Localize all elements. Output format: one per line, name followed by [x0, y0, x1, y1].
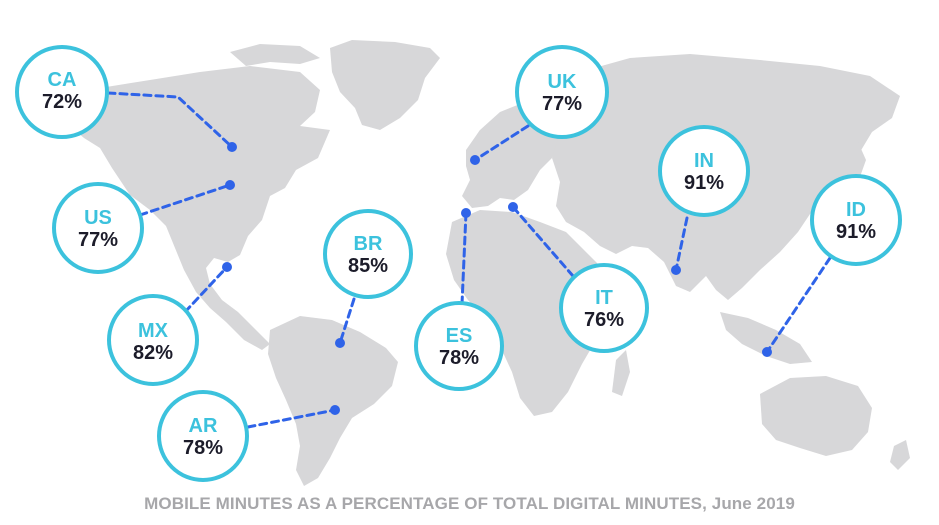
leader-mx	[183, 265, 229, 314]
bubble-es: ES 78%	[414, 301, 504, 391]
dot-es	[461, 208, 471, 218]
bubble-value: 91%	[836, 221, 876, 243]
leader-it	[511, 205, 575, 278]
north-america	[60, 66, 330, 350]
bubble-ca: CA 72%	[15, 45, 109, 139]
bubble-uk: UK 77%	[515, 45, 609, 139]
southeast-asia-islands	[720, 312, 812, 364]
bubble-code: US	[84, 207, 112, 229]
bubble-code: CA	[48, 69, 77, 91]
bubble-id: ID 91%	[810, 174, 902, 266]
south-america	[268, 316, 398, 486]
bubble-code: BR	[354, 233, 383, 255]
bubble-code: MX	[138, 320, 169, 342]
australia	[760, 376, 872, 456]
africa	[446, 210, 618, 416]
dot-br	[335, 338, 345, 348]
bubble-br: BR 85%	[323, 209, 413, 299]
dot-ar	[330, 405, 340, 415]
leader-in	[674, 216, 689, 272]
leader-ar	[246, 408, 337, 429]
bubble-value: 82%	[133, 342, 173, 364]
location-dots	[222, 142, 772, 415]
bubble-value: 78%	[183, 437, 223, 459]
new-zealand	[890, 440, 910, 470]
dot-uk	[470, 155, 480, 165]
dot-in	[671, 265, 681, 275]
bubble-code: IN	[694, 150, 714, 172]
bubble-mx: MX 82%	[107, 294, 199, 386]
bubble-in: IN 91%	[658, 125, 750, 217]
bubble-code: UK	[548, 71, 577, 93]
leader-uk	[473, 124, 530, 162]
greenland	[330, 40, 440, 130]
dot-it	[508, 202, 518, 212]
map-caption: MOBILE MINUTES AS A PERCENTAGE OF TOTAL …	[144, 494, 795, 513]
bubble-code: ID	[846, 199, 866, 221]
dot-id	[762, 347, 772, 357]
bubble-ar: AR 78%	[157, 390, 249, 482]
bubble-value: 78%	[439, 347, 479, 369]
bubble-value: 85%	[348, 255, 388, 277]
bubble-code: ES	[446, 325, 473, 347]
dot-mx	[222, 262, 232, 272]
bubble-value: 72%	[42, 91, 82, 113]
leader-lines	[106, 91, 832, 429]
madagascar	[612, 350, 630, 396]
leader-es	[460, 211, 468, 306]
bubble-us: US 77%	[52, 182, 144, 274]
bubble-code: AR	[189, 415, 218, 437]
leader-ca	[106, 91, 234, 149]
leader-br	[338, 297, 356, 345]
leader-us	[138, 183, 232, 217]
dot-ca	[227, 142, 237, 152]
bubble-it: IT 76%	[559, 263, 649, 353]
leader-id	[765, 256, 832, 354]
bubble-code: IT	[595, 287, 613, 309]
bubble-value: 77%	[542, 93, 582, 115]
bubble-value: 91%	[684, 172, 724, 194]
bubble-value: 77%	[78, 229, 118, 251]
bubble-value: 76%	[584, 309, 624, 331]
arctic-islands	[230, 44, 320, 66]
dot-us	[225, 180, 235, 190]
